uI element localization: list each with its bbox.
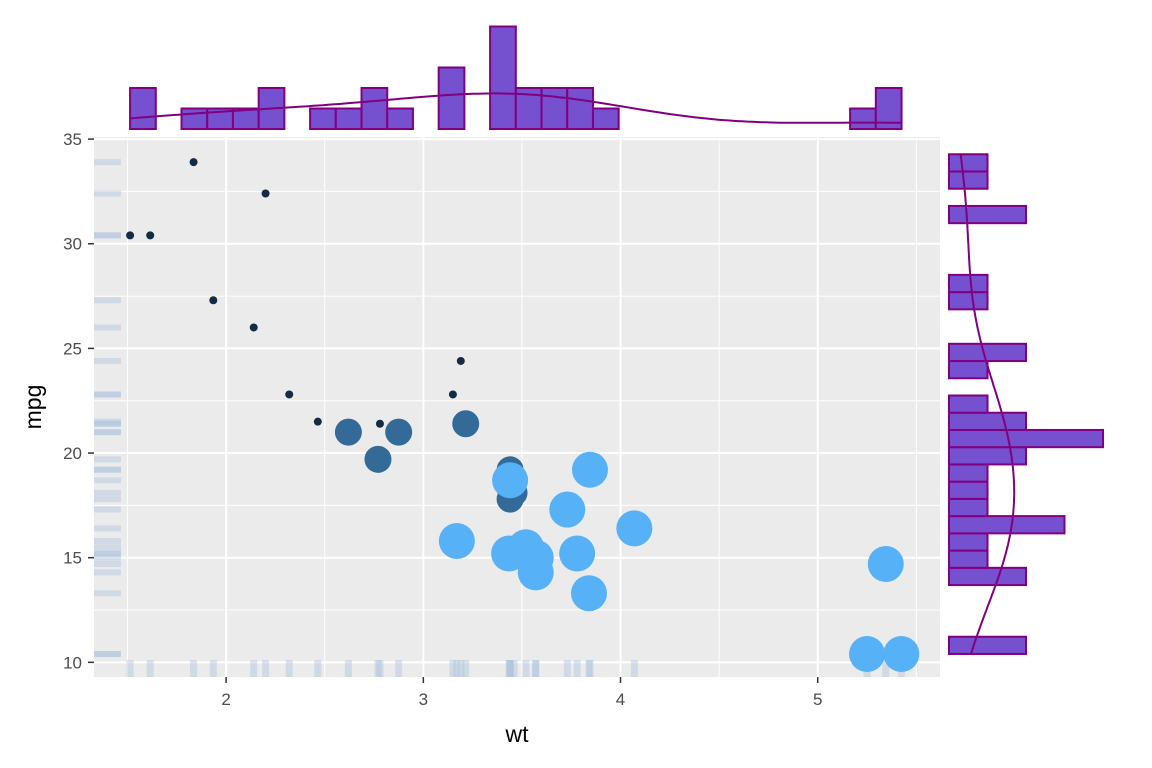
points [126,158,920,672]
y-histogram-bar [948,360,989,380]
y-density-curve [959,154,1016,655]
data-point [126,231,135,240]
data-point [385,418,413,446]
x-histogram-bar [437,66,466,130]
y-histogram-bar [948,446,1027,466]
y-histogram-bar [948,342,1027,363]
x-histogram-bar [591,107,620,130]
data-point [285,390,294,399]
y-tick-label: 15 [63,549,82,568]
y-tick-label: 20 [63,444,82,463]
data-point [570,575,607,612]
y-histogram-bar [948,170,989,190]
data-point [571,451,608,488]
data-point [559,535,596,572]
y-tick-label: 25 [63,339,82,358]
y-tick-label: 10 [63,653,82,672]
y-tick-label: 35 [63,130,82,149]
x-tick-label: 5 [813,690,822,709]
data-point [616,510,653,547]
y-marginal-histogram [948,153,1104,655]
x-histogram-bar [386,107,414,130]
panel-background [94,137,940,677]
data-point [364,445,392,473]
x-histogram-bar [489,25,517,130]
x-density-curve [130,92,902,124]
x-histogram-bar [334,107,363,130]
x-histogram-bar [129,87,157,130]
y-histogram-bar [948,291,989,311]
x-axis-title: wt [505,721,530,747]
data-point [375,419,384,428]
y-histogram-bar [948,428,1104,449]
tick-labels: 2 3 4 5 10 15 20 25 30 35 [63,130,822,709]
data-point [452,410,480,438]
y-histogram-bar [948,204,1027,225]
x-histogram-bar [849,107,877,130]
data-point [334,418,362,446]
y-histogram-bar [948,497,989,518]
x-histogram-bar [309,107,337,130]
y-histogram-bar [948,273,989,294]
data-point [492,462,529,499]
rug-y [94,159,121,657]
x-tick-label: 3 [419,690,428,709]
data-point [456,356,465,365]
y-histogram-bar [948,566,1027,587]
x-marginal-histogram [129,25,903,130]
y-histogram-bar [948,532,989,552]
data-point [209,296,218,305]
data-point [867,545,904,582]
y-axis-title: mpg [20,385,46,430]
data-point [517,539,554,576]
x-histogram-bar [566,87,594,130]
y-histogram-bar [948,549,989,569]
y-histogram-bar [948,635,1027,655]
data-point [448,390,457,399]
y-histogram-bar [948,153,989,173]
data-point [189,158,198,167]
x-tick-label: 2 [221,690,230,709]
x-histogram-bar [180,107,209,130]
data-point [883,635,920,672]
data-point [146,231,155,240]
x-histogram-bar [540,87,569,130]
y-histogram-bar [948,463,989,483]
data-point [438,522,475,559]
data-point [849,635,886,672]
axis-ticks [88,138,819,683]
y-histogram-bar [948,480,989,500]
data-point [549,491,586,528]
y-histogram-bar [948,515,1066,535]
y-histogram-bar [948,394,989,414]
data-point [261,189,270,198]
data-point [491,535,528,572]
grid-minor [94,137,940,677]
y-histogram-bar [948,411,1027,431]
x-histogram-bar [360,87,389,130]
y-tick-label: 30 [63,235,82,254]
data-point [313,417,322,426]
grid-major [94,137,940,677]
data-point [249,323,258,332]
x-tick-label: 4 [616,690,625,709]
